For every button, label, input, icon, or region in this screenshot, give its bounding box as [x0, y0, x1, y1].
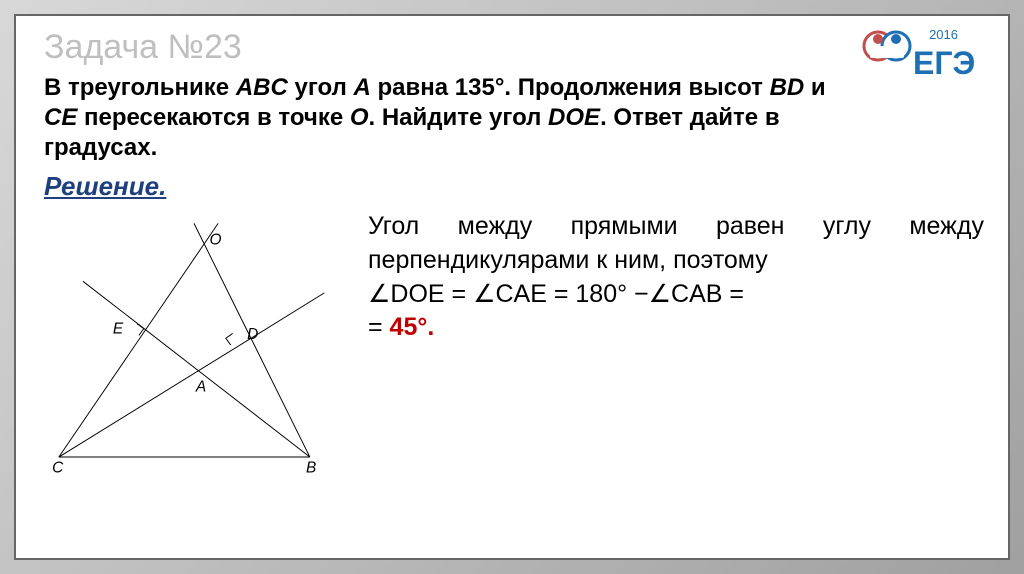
var-a: A [353, 74, 370, 101]
var-o: O [350, 104, 369, 131]
var-bd: BD [770, 74, 805, 101]
var-doe: DOE [548, 104, 600, 131]
var-ce: CE [44, 104, 77, 131]
solution-line-1: Угол между прямыми равен углу между перп… [368, 210, 984, 278]
solution-text: Угол между прямыми равен углу между перп… [368, 206, 984, 486]
label-e: E [113, 320, 124, 337]
slide-frame: 2016 ЕГЭ Задача №23 В треугольнике ABC у… [0, 0, 1024, 574]
text: В треугольнике [44, 74, 236, 101]
solution-line-2: ∠DOE = ∠CAE = 180° −∠CAB = [368, 278, 984, 312]
solution-line-3: = 45°. [368, 311, 984, 345]
label-o: O [209, 232, 221, 249]
answer-prefix: = [368, 313, 390, 341]
var-abc: ABC [236, 74, 288, 101]
label-a: A [195, 378, 206, 395]
text: . Найдите угол [369, 104, 549, 131]
label-d: D [247, 326, 258, 343]
solution-body: C B A E D O Угол между прямыми равен угл… [44, 206, 984, 486]
problem-number: Задача №23 [44, 28, 984, 67]
text: угол [288, 74, 354, 101]
ege-logo: 2016 ЕГЭ [848, 24, 988, 84]
label-b: B [306, 459, 316, 476]
geometry-diagram: C B A E D O [44, 206, 344, 486]
text: и [804, 74, 825, 101]
text: пересекаются в точке [77, 104, 350, 131]
logo-year: 2016 [929, 27, 958, 42]
text: равна 135°. Продолжения высот [371, 74, 770, 101]
problem-statement: В треугольнике ABC угол A равна 135°. Пр… [44, 73, 984, 163]
label-c: C [52, 459, 64, 476]
solution-heading: Решение. [44, 171, 984, 202]
slide-content: 2016 ЕГЭ Задача №23 В треугольнике ABC у… [14, 14, 1010, 560]
logo-text: ЕГЭ [913, 45, 975, 81]
final-answer: 45°. [390, 313, 435, 341]
